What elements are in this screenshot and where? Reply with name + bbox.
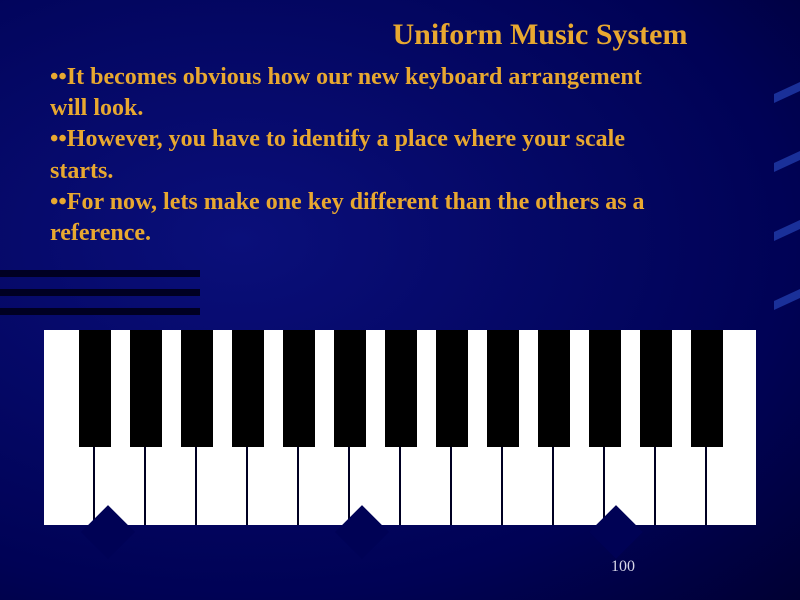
slide-title: Uniform Music System — [0, 18, 800, 52]
black-key — [691, 330, 723, 447]
page-number: 100 — [611, 558, 635, 576]
black-keys-row — [44, 330, 756, 447]
black-key — [640, 330, 672, 447]
black-key — [589, 330, 621, 447]
bullet-list: •It becomes obvious how our new keyboard… — [50, 62, 670, 249]
black-key — [181, 330, 213, 447]
bullet-item: •However, you have to identify a place w… — [50, 124, 670, 186]
bullet-item: •For now, lets make one key different th… — [50, 187, 670, 249]
black-key — [79, 330, 111, 447]
bullet-item: •It becomes obvious how our new keyboard… — [50, 62, 670, 124]
black-key — [283, 330, 315, 447]
black-key — [232, 330, 264, 447]
black-key — [130, 330, 162, 447]
black-key — [436, 330, 468, 447]
black-key — [385, 330, 417, 447]
piano-keyboard-diagram — [44, 330, 756, 525]
black-key — [334, 330, 366, 447]
black-key — [487, 330, 519, 447]
black-key — [538, 330, 570, 447]
decorative-stripes-right — [764, 88, 800, 364]
decorative-stripes-left — [0, 270, 200, 327]
